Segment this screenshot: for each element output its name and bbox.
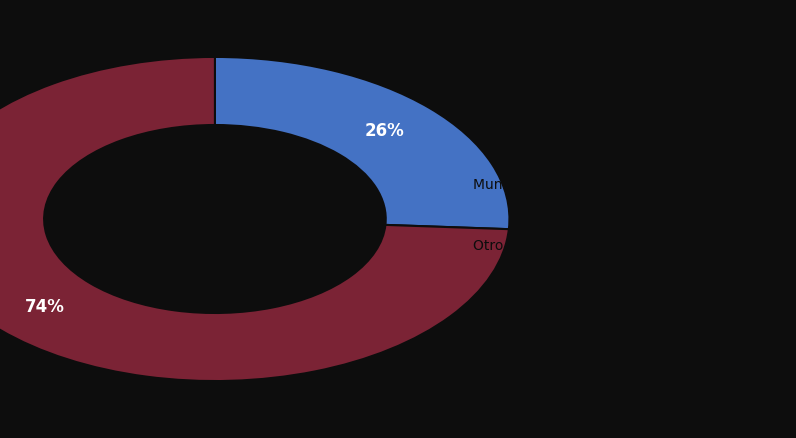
Bar (438, 174, 458, 195)
Bar (438, 236, 458, 257)
Wedge shape (215, 57, 509, 229)
Text: Otro municipio: Otro municipio (473, 239, 576, 253)
Wedge shape (0, 57, 509, 381)
Text: Municipio de residencia: Municipio de residencia (473, 178, 636, 192)
Text: 74%: 74% (25, 298, 65, 316)
Text: 26%: 26% (365, 122, 404, 140)
